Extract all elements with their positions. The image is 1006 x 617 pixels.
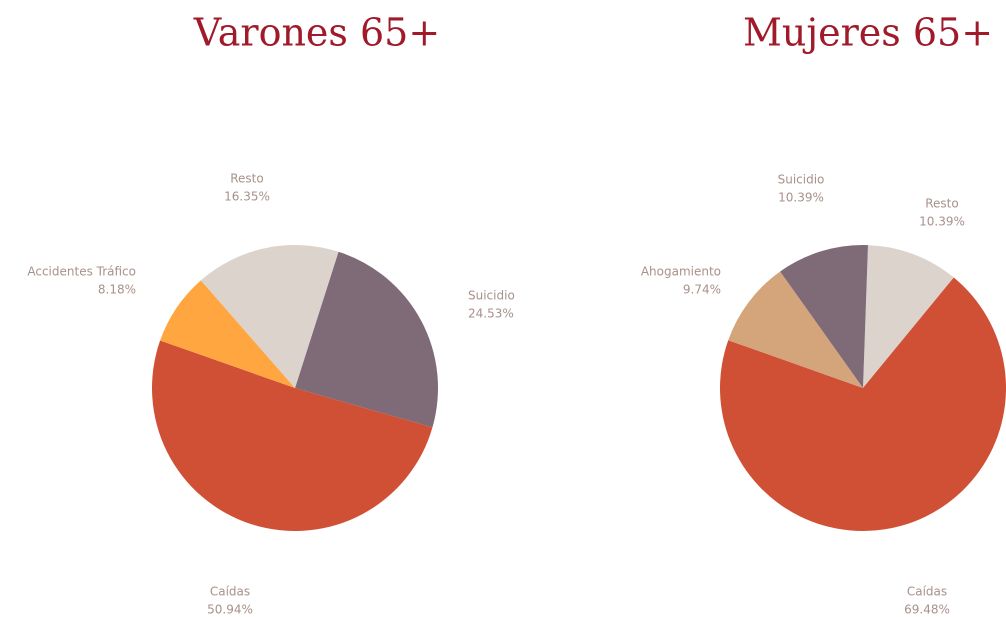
slice-label: Suicidio	[468, 289, 515, 303]
slice-label: Accidentes Tráfico	[27, 265, 136, 279]
slice-value: 8.18%	[98, 283, 136, 297]
slice-label: Suicidio	[778, 173, 825, 187]
slice-value: 10.39%	[778, 191, 824, 205]
slice-value: 10.39%	[919, 215, 965, 229]
pie-slice	[160, 280, 295, 388]
slice-label: Ahogamiento	[641, 265, 721, 279]
slice-value: 50.94%	[207, 603, 253, 617]
slice-label: Caídas	[210, 585, 250, 599]
pie-slice	[295, 251, 439, 428]
pie-slice	[720, 277, 1006, 531]
chart-title: Mujeres 65+	[743, 11, 993, 55]
slice-value: 24.53%	[468, 307, 514, 321]
slice-value: 9.74%	[683, 283, 721, 297]
pie-slice	[728, 271, 863, 388]
pie-slice	[152, 340, 433, 531]
chart-title: Varones 65+	[193, 11, 440, 55]
slice-value: 69.48%	[904, 603, 950, 617]
slice-label: Caídas	[907, 585, 947, 599]
pie-slice	[780, 245, 868, 388]
slice-value: 16.35%	[224, 190, 270, 204]
slice-label: Resto	[230, 172, 263, 186]
pie-slice	[200, 245, 339, 388]
pie-slice	[863, 245, 954, 388]
slice-label: Resto	[925, 197, 958, 211]
